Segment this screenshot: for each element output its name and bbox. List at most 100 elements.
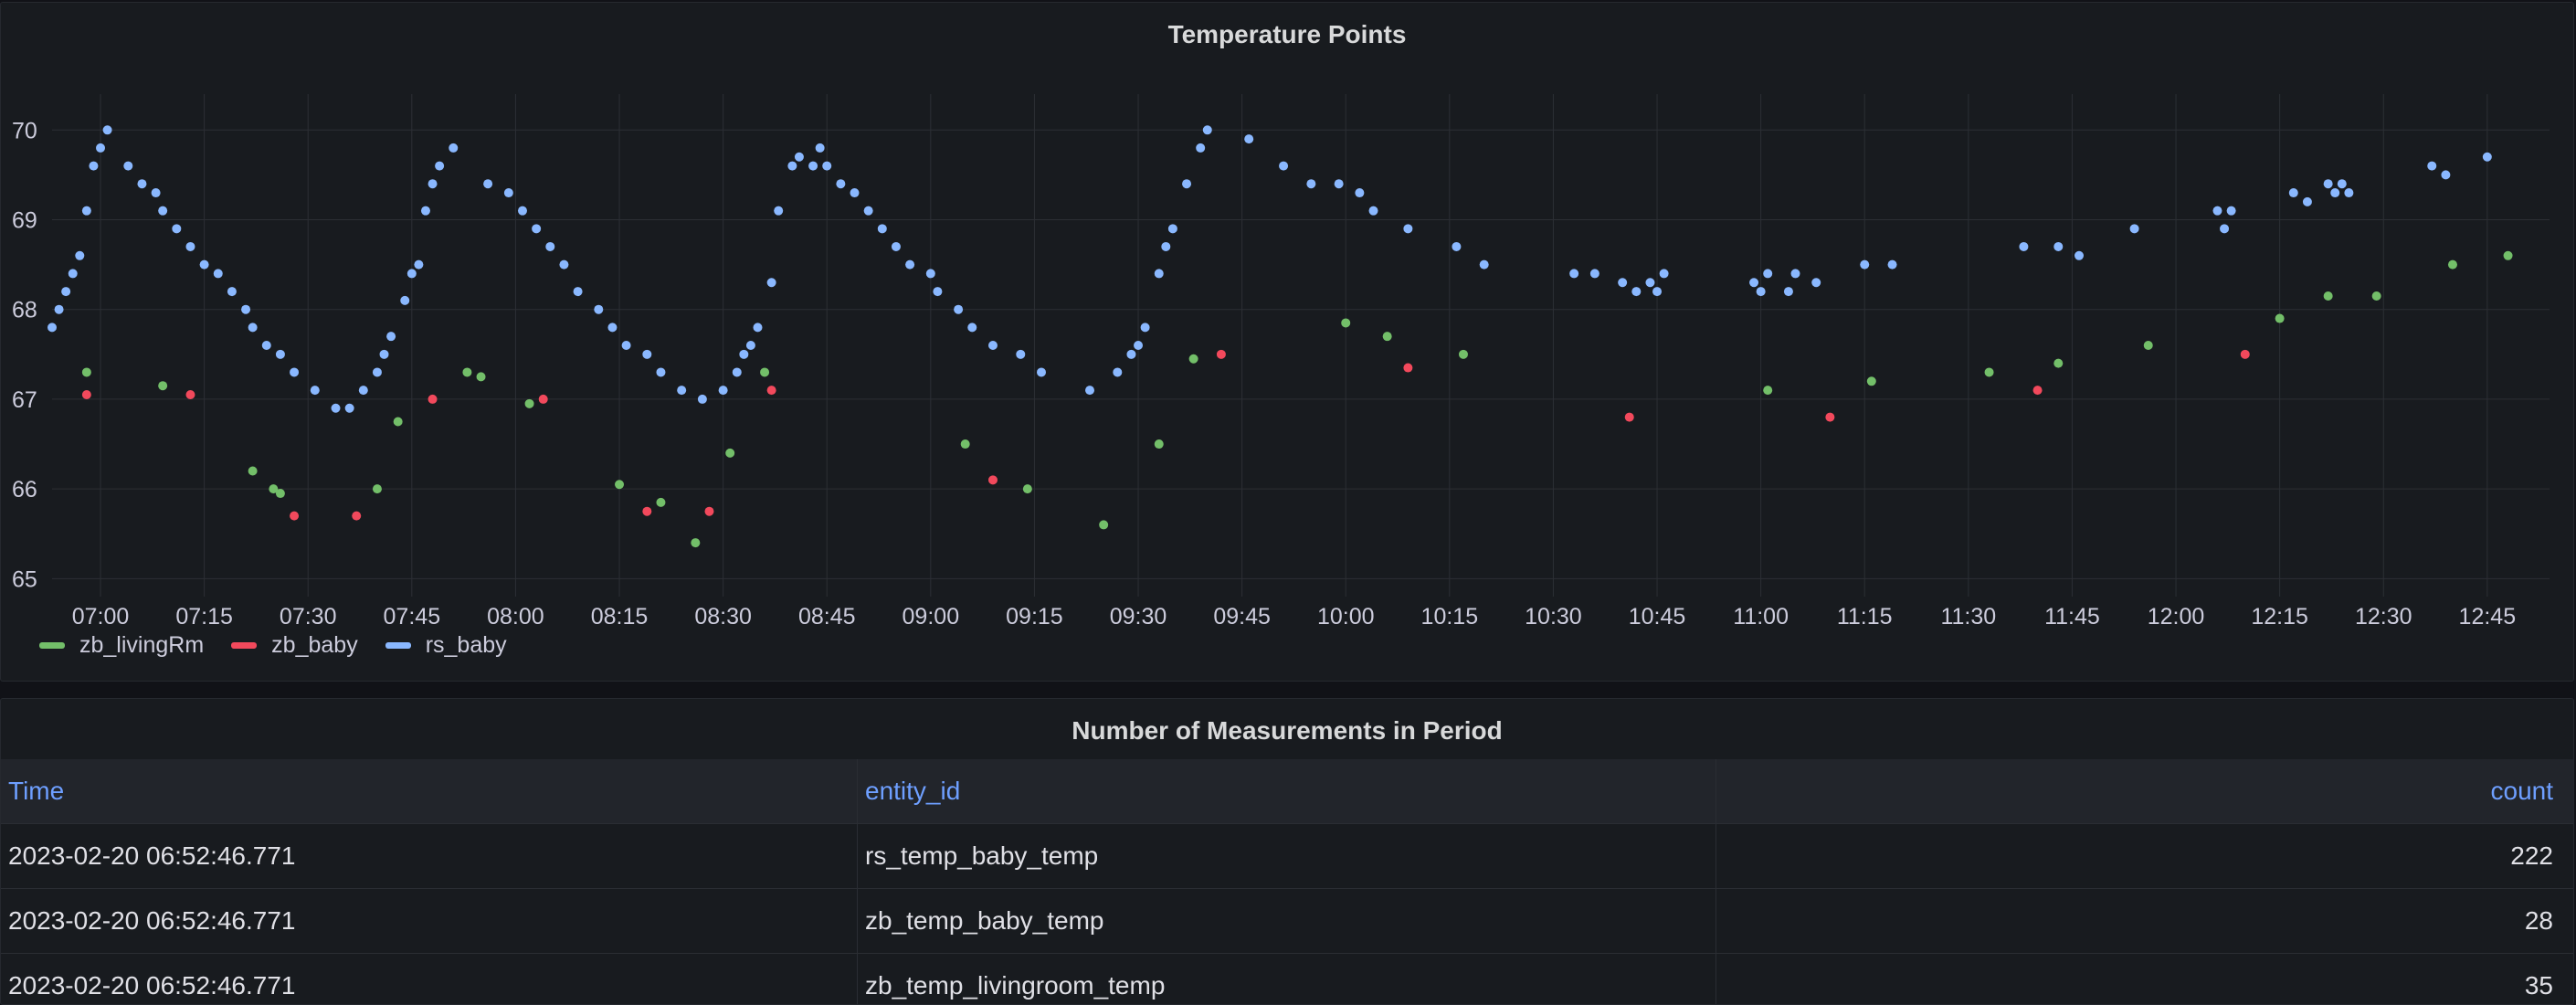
data-point-zb-baby: [538, 394, 548, 404]
data-point-rs-baby: [241, 304, 251, 314]
y-tick-label: 69: [12, 208, 37, 234]
data-point-rs-baby: [185, 241, 195, 251]
data-point-rs-baby: [732, 367, 742, 377]
x-tick-label: 09:15: [1006, 604, 1063, 624]
data-point-rs-baby: [607, 323, 618, 333]
data-point-rs-baby: [850, 188, 860, 198]
data-point-zb-livingrm: [269, 484, 279, 494]
data-point-rs-baby: [400, 295, 410, 305]
data-point-rs-baby: [81, 206, 91, 216]
data-point-rs-baby: [1860, 259, 1870, 270]
data-point-rs-baby: [545, 241, 555, 251]
data-point-rs-baby: [594, 304, 604, 314]
data-point-zb-livingrm: [656, 497, 666, 507]
data-point-rs-baby: [621, 341, 631, 350]
legend-label-zb-baby: zb_baby: [271, 631, 358, 658]
legend-item-zb-baby[interactable]: zb_baby: [231, 632, 358, 659]
data-point-zb-baby: [1624, 412, 1634, 422]
data-point-rs-baby: [877, 224, 887, 234]
column-header-time[interactable]: Time: [1, 759, 858, 823]
data-point-zb-livingrm: [2275, 313, 2285, 323]
x-tick-label: 11:30: [1940, 604, 1996, 624]
data-point-rs-baby: [677, 386, 687, 396]
data-point-zb-livingrm: [1866, 376, 1876, 386]
x-tick-label: 10:00: [1317, 604, 1375, 624]
y-tick-label: 65: [12, 566, 37, 592]
data-point-zb-livingrm: [2323, 291, 2333, 301]
data-point-rs-baby: [2075, 250, 2085, 260]
table-row: 2023-02-20 06:52:46.771 rs_temp_baby_tem…: [1, 824, 2573, 889]
data-point-zb-livingrm: [760, 367, 770, 377]
data-point-rs-baby: [1645, 278, 1655, 288]
legend-item-zb-livingrm[interactable]: zb_livingRm: [39, 632, 204, 659]
data-point-rs-baby: [822, 161, 832, 171]
data-point-zb-baby: [352, 511, 362, 521]
data-point-rs-baby: [414, 259, 424, 270]
data-point-rs-baby: [739, 349, 749, 359]
data-point-zb-livingrm: [2143, 341, 2153, 350]
data-point-rs-baby: [1887, 259, 1897, 270]
data-point-zb-livingrm: [372, 484, 382, 494]
table-cell-entity-id: zb_temp_baby_temp: [858, 889, 1716, 953]
data-point-zb-livingrm: [1763, 386, 1773, 396]
data-point-rs-baby: [967, 323, 977, 333]
data-point-zb-livingrm: [2371, 291, 2381, 301]
chart-panel-title[interactable]: Temperature Points: [1167, 20, 1407, 48]
data-point-rs-baby: [96, 143, 106, 153]
data-point-rs-baby: [310, 386, 320, 396]
column-header-count[interactable]: count: [2490, 777, 2554, 805]
table-cell-count: 222: [2510, 841, 2553, 870]
data-point-zb-livingrm: [2053, 358, 2064, 368]
data-point-rs-baby: [1631, 287, 1642, 297]
data-point-rs-baby: [1569, 269, 1579, 279]
data-point-rs-baby: [1756, 287, 1766, 297]
x-tick-label: 07:30: [280, 604, 337, 624]
table-cell-entity-id: rs_temp_baby_temp: [858, 824, 1716, 888]
table-cell-entity-id: zb_temp_livingroom_temp: [858, 954, 1716, 1004]
column-header-entity-id[interactable]: entity_id: [858, 759, 1716, 823]
table-panel-title[interactable]: Number of Measurements in Period: [1072, 716, 1503, 745]
data-point-rs-baby: [503, 188, 513, 198]
data-point-zb-livingrm: [2503, 250, 2513, 260]
data-point-rs-baby: [61, 287, 71, 297]
legend-item-rs-baby[interactable]: rs_baby: [385, 632, 507, 659]
x-tick-label: 07:15: [175, 604, 233, 624]
data-point-rs-baby: [331, 403, 341, 413]
data-point-rs-baby: [123, 161, 133, 171]
data-point-rs-baby: [1334, 179, 1344, 189]
data-point-zb-baby: [2032, 386, 2043, 396]
data-point-rs-baby: [1355, 188, 1365, 198]
legend-swatch-zb-baby: [231, 641, 258, 649]
data-point-zb-livingrm: [2447, 259, 2457, 270]
data-point-rs-baby: [1589, 269, 1599, 279]
data-point-rs-baby: [2226, 206, 2236, 216]
data-point-rs-baby: [2019, 241, 2029, 251]
legend-swatch-rs-baby: [385, 641, 411, 649]
data-point-zb-livingrm: [960, 439, 970, 450]
x-tick-label: 12:15: [2251, 604, 2308, 624]
data-point-rs-baby: [954, 304, 964, 314]
data-point-zb-livingrm: [1022, 484, 1032, 494]
data-point-zb-baby: [428, 394, 438, 404]
data-point-rs-baby: [449, 143, 459, 153]
x-tick-label: 07:00: [72, 604, 130, 624]
data-point-rs-baby: [344, 403, 354, 413]
data-point-zb-livingrm: [1984, 367, 1994, 377]
data-point-zb-baby: [1825, 412, 1835, 422]
data-point-rs-baby: [891, 241, 901, 251]
x-tick-label: 07:45: [384, 604, 441, 624]
data-point-rs-baby: [1368, 206, 1378, 216]
data-point-rs-baby: [483, 179, 493, 189]
table-row: 2023-02-20 06:52:46.771 zb_temp_livingro…: [1, 954, 2573, 1004]
data-point-rs-baby: [2337, 179, 2347, 189]
data-point-zb-livingrm: [1154, 439, 1164, 450]
x-tick-label: 10:30: [1525, 604, 1582, 624]
data-point-rs-baby: [836, 179, 846, 189]
data-point-zb-baby: [2240, 349, 2250, 359]
data-point-rs-baby: [1790, 269, 1800, 279]
data-point-rs-baby: [1202, 125, 1212, 135]
data-point-rs-baby: [358, 386, 368, 396]
data-point-rs-baby: [158, 206, 168, 216]
data-point-rs-baby: [2323, 179, 2333, 189]
data-point-zb-baby: [1403, 363, 1413, 373]
